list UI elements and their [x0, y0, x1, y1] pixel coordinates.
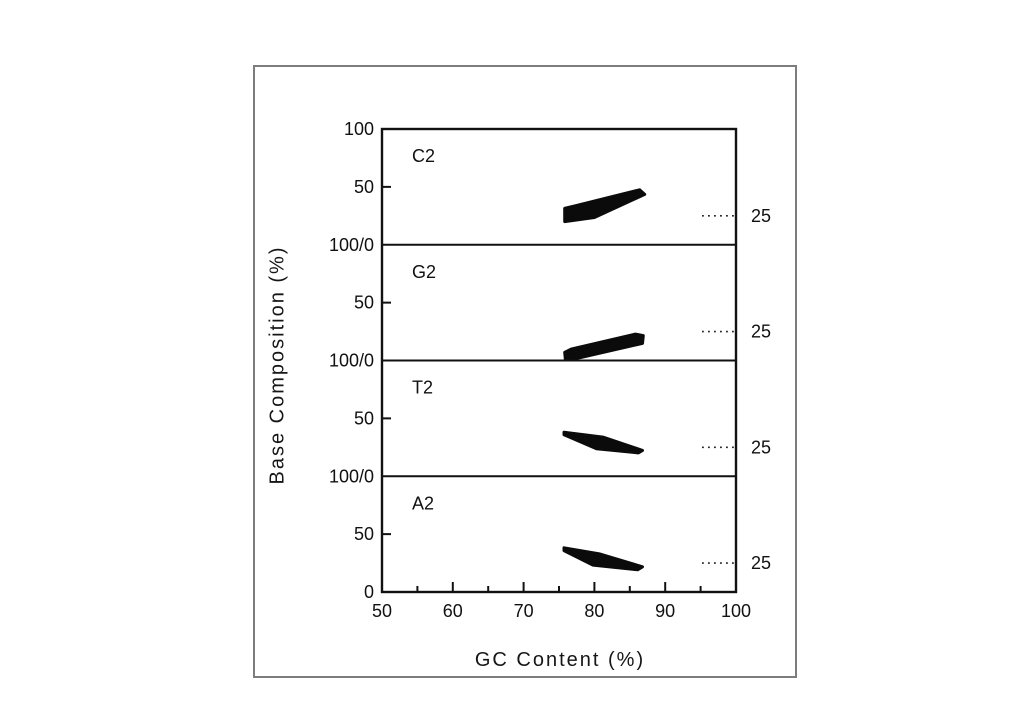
figure-frame [253, 65, 797, 678]
x-axis-title: GC Content (%) [474, 649, 646, 671]
y-tick-label-50: 50 [354, 293, 374, 313]
x-tick-label: 100 [721, 601, 751, 621]
panel-label-C2: C2 [412, 146, 435, 166]
reference-label-25: 25 [751, 553, 771, 573]
x-tick-label: 80 [584, 601, 604, 621]
x-tick-label: 70 [514, 601, 534, 621]
panel-label-G2: G2 [412, 262, 436, 282]
reference-label-25: 25 [751, 437, 771, 457]
y-axis-title: Base Composition (%) [266, 245, 289, 485]
cluster-A2 [562, 546, 644, 572]
reference-label-25: 25 [751, 206, 771, 226]
cluster-T2 [562, 430, 644, 455]
y-tick-label-50: 50 [354, 177, 374, 197]
x-tick-label: 50 [372, 601, 392, 621]
panel-label-T2: T2 [412, 378, 433, 398]
y-tick-label-boundary: 100/0 [329, 235, 374, 255]
y-tick-label-boundary: 100/0 [329, 351, 374, 371]
y-tick-label-boundary: 100/0 [329, 466, 374, 486]
y-tick-label-100: 100 [344, 119, 374, 139]
panel-label-A2: A2 [412, 493, 434, 513]
reference-label-25: 25 [751, 322, 771, 342]
y-tick-label-50: 50 [354, 408, 374, 428]
cluster-C2 [563, 188, 647, 224]
y-tick-label-0: 0 [364, 582, 374, 602]
cluster-G2 [563, 332, 645, 362]
y-tick-label-50: 50 [354, 524, 374, 544]
x-tick-label: 60 [443, 601, 463, 621]
x-tick-label: 90 [655, 601, 675, 621]
